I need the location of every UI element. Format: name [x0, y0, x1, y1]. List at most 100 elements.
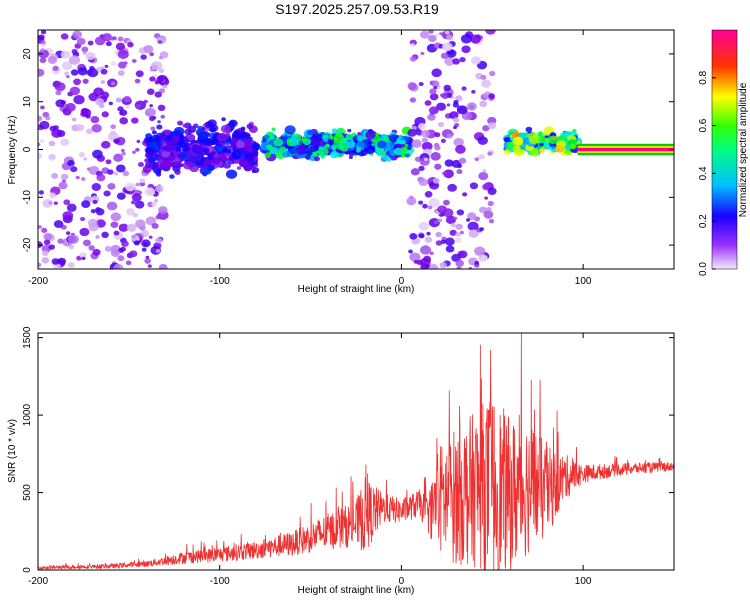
- spectrogram-cell: [411, 125, 417, 131]
- spectrogram-cell: [155, 237, 163, 244]
- spectrogram-cell: [479, 227, 484, 231]
- spectrogram-cell: [113, 171, 119, 176]
- spectrogram-cell: [474, 260, 480, 265]
- spectrogram-cell: [107, 182, 116, 190]
- spectrogram-cell: [149, 76, 156, 82]
- spectrogram-cell: [149, 116, 156, 122]
- spectrogram-cell: [151, 201, 158, 207]
- spectrogram-cell: [125, 260, 132, 266]
- spectrogram-cell: [245, 165, 252, 170]
- snr-frame: [37, 332, 675, 571]
- spectrogram-cell: [220, 124, 231, 134]
- spectrogram-cell: [117, 70, 125, 76]
- spectrogram-cell: [239, 158, 249, 167]
- spectrogram-cell: [130, 200, 136, 205]
- spectrogram-cell: [179, 163, 184, 167]
- snr-ytick-label: 1500: [22, 326, 33, 349]
- spectrogram-cell: [202, 147, 210, 154]
- spectrogram-cell: [428, 106, 439, 115]
- spectrogram-cell: [113, 153, 124, 162]
- spectrogram-cell: [182, 123, 187, 128]
- spectrogram-cell: [474, 157, 480, 162]
- spectrogram-cell: [135, 147, 140, 152]
- spectrogram-cell: [141, 239, 151, 248]
- spectrogram-cell: [104, 245, 112, 252]
- spectrogram-cell: [449, 229, 457, 236]
- spectrogram-cell: [43, 232, 53, 241]
- spectrogram-cell: [538, 136, 546, 143]
- spectrogram-cell: [40, 48, 45, 52]
- spectrogram-cell: [67, 159, 75, 167]
- spectrogram-cell: [38, 152, 43, 159]
- spectrogram-cell: [235, 140, 245, 149]
- spectrogram-cell: [442, 199, 450, 206]
- spectrogram-cell: [246, 123, 254, 130]
- spectrogram-cell: [482, 169, 487, 173]
- spectrogram-cell: [444, 237, 455, 246]
- spectrogram-cell: [382, 154, 389, 160]
- spectrogram-cell: [55, 99, 65, 108]
- spectrogram-cell: [512, 136, 524, 146]
- spectrogram-cell: [169, 174, 175, 179]
- figure-title: S197.2025.257.09.53.R19: [275, 1, 439, 17]
- spectrogram-cell: [154, 91, 162, 98]
- spectrogram-cell: [418, 233, 425, 239]
- spectrogram-cell: [158, 206, 168, 215]
- spectrogram-cell: [121, 240, 129, 247]
- spectrogram-cell: [135, 103, 141, 109]
- spectrogram-cell: [38, 190, 44, 195]
- spectrogram-cell: [383, 141, 394, 150]
- snr-xtick-label: 0: [399, 576, 405, 587]
- spectrogram-cell: [467, 212, 477, 220]
- spectrogram-cell: [61, 61, 73, 71]
- spectrogram-cell: [60, 50, 71, 59]
- spectrogram-cell: [115, 164, 126, 173]
- spectrogram-cell: [119, 111, 124, 116]
- spectrogram-cell: [48, 201, 53, 205]
- spectrogram-cell: [356, 146, 362, 151]
- spectrogram-cell: [123, 95, 132, 103]
- spectrogram-cell: [39, 120, 50, 130]
- spectrogram-cell: [407, 82, 417, 90]
- spectrogram-cell: [316, 139, 326, 147]
- spectrogram-cell: [340, 137, 348, 145]
- spectrogram-cell: [376, 140, 387, 149]
- spectrogram-cell: [399, 139, 406, 145]
- spectrogram-cell: [455, 144, 466, 154]
- spectrogram-cell: [104, 64, 109, 68]
- spectrogram-cell: [456, 169, 463, 175]
- spectrogram-cell: [102, 33, 113, 42]
- spectrogram-ytick-label: 0: [22, 146, 33, 152]
- spectrogram-cell: [151, 61, 163, 71]
- spectrogram-cell: [149, 104, 153, 108]
- spectrogram-cell: [100, 68, 108, 75]
- spectrogram-cell: [105, 41, 112, 47]
- spectrogram-cell: [482, 125, 490, 132]
- spectrogram-cell: [453, 137, 464, 147]
- spectrogram-cell: [223, 162, 231, 169]
- snr-xlabel: Height of straight line (km): [298, 585, 415, 596]
- spectrogram-cell: [266, 144, 273, 150]
- spectrogram-cell: [207, 164, 215, 171]
- spectrogram-cell: [119, 117, 129, 125]
- spectrogram-cell: [424, 100, 432, 106]
- spectrogram-cell: [453, 125, 457, 130]
- spectrogram-xtick-label: -200: [28, 276, 48, 287]
- spectrogram-cell: [551, 136, 557, 141]
- spectrogram-cell: [112, 36, 117, 41]
- spectrogram-marks: [38, 30, 674, 269]
- spectrogram-cell: [406, 146, 412, 150]
- spectrogram-cell: [72, 30, 83, 39]
- spectrogram-cell: [76, 37, 86, 46]
- spectrogram-cell: [447, 183, 457, 192]
- spectrogram-xtick-label: -100: [210, 276, 230, 287]
- spectrogram-cell: [117, 255, 125, 262]
- spectrogram-cell: [38, 225, 43, 229]
- spectrogram-cell: [49, 192, 57, 199]
- spectrogram-cell: [443, 169, 454, 179]
- spectrogram-cell: [431, 80, 440, 88]
- spectrogram-cell: [197, 125, 204, 131]
- spectrogram-cell: [148, 161, 154, 166]
- spectrogram-cell: [92, 199, 98, 204]
